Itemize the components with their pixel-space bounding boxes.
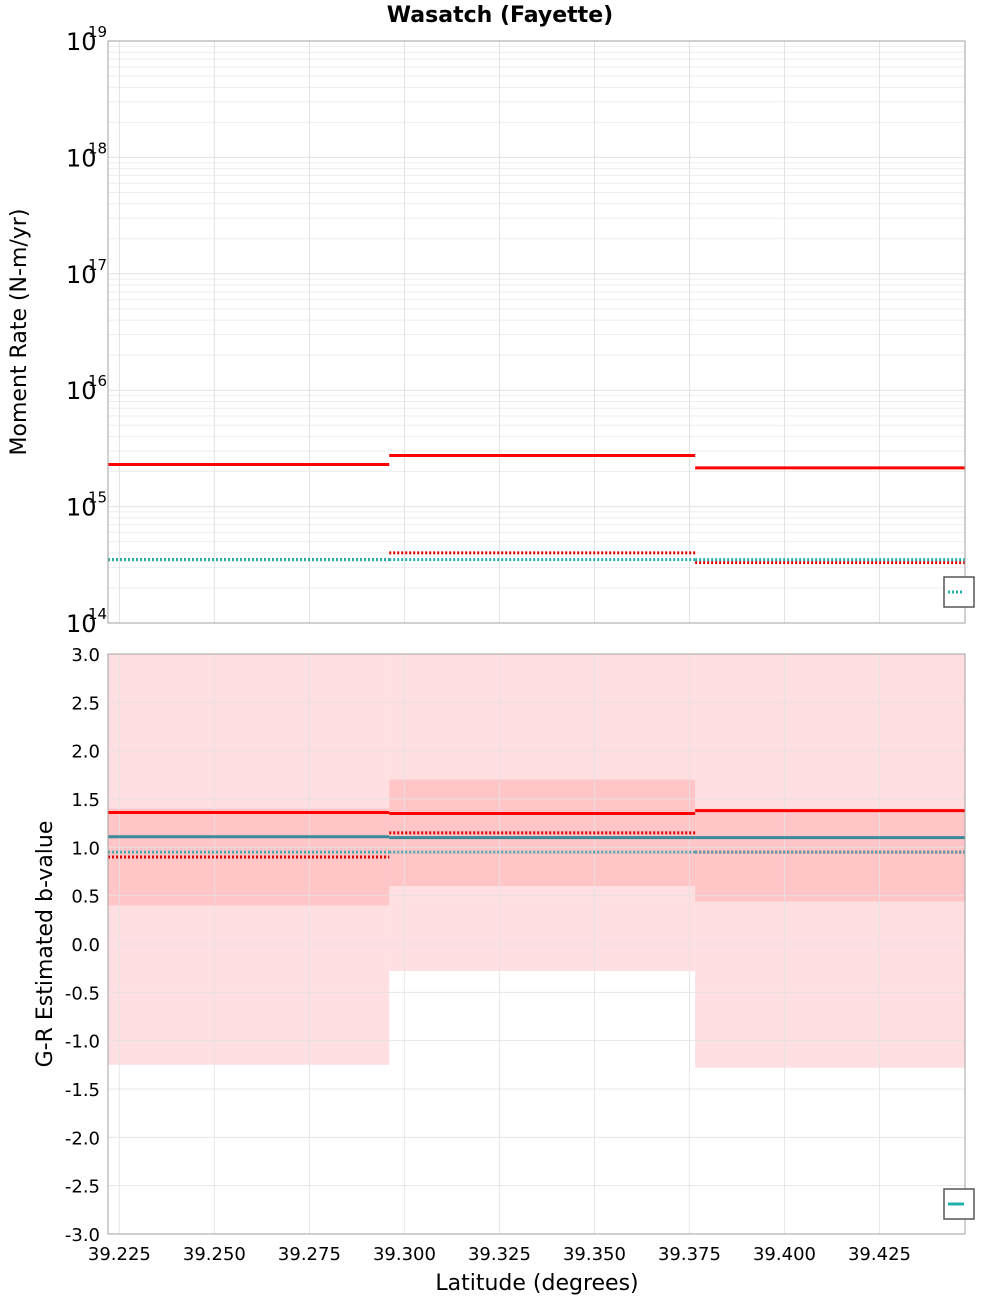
inner-range-band <box>695 808 965 902</box>
bottom-y-tick-label: -3.0 <box>65 1225 100 1246</box>
top-y-tick-exponent: 15 <box>88 489 107 507</box>
bottom-y-tick-label: -1.5 <box>65 1080 100 1101</box>
x-tick-label: 39.375 <box>658 1244 721 1265</box>
bottom-y-tick-label: 0.0 <box>71 935 100 956</box>
x-tick-label: 39.250 <box>183 1244 246 1265</box>
x-tick-label: 39.225 <box>88 1244 151 1265</box>
bottom-y-axis-label: G-R Estimated b-value <box>33 821 58 1068</box>
x-tick-label: 39.300 <box>373 1244 436 1265</box>
top-y-tick-exponent: 14 <box>88 605 107 623</box>
top-y-tick-label: 10 <box>66 144 97 172</box>
top-y-tick-exponent: 19 <box>88 23 107 41</box>
x-tick-label: 39.275 <box>278 1244 341 1265</box>
top-y-tick-exponent: 18 <box>88 139 107 157</box>
top-y-tick-exponent: 17 <box>88 256 107 274</box>
bottom-y-tick-label: -1.0 <box>65 1032 100 1053</box>
bottom-y-tick-label: -0.5 <box>65 983 100 1004</box>
top-plot-background <box>108 41 965 623</box>
bottom-y-tick-label: 0.5 <box>71 887 100 908</box>
top-y-tick-label: 10 <box>66 28 97 56</box>
top-y-tick-label: 10 <box>66 261 97 289</box>
bottom-y-tick-label: -2.5 <box>65 1177 100 1198</box>
top-y-tick-label: 10 <box>66 377 97 405</box>
bottom-plot: 3.0 2.5 2.0 1.5 1.0 0.5 0.0 -0.5 -1.0 -1.5 -2.0 -2.… <box>65 645 975 1265</box>
top-plot-frame <box>107 40 966 624</box>
top-y-tick-exponent: 16 <box>88 372 107 390</box>
bottom-y-tick-label: 1.0 <box>71 838 100 859</box>
top-y-axis-label: Moment Rate (N-m/yr) <box>7 209 32 456</box>
bottom-y-tick-label: 1.5 <box>71 790 100 811</box>
bottom-plot-frame <box>107 653 966 1235</box>
x-axis-label: Latitude (degrees) <box>435 1271 638 1296</box>
x-tick-label: 39.400 <box>753 1244 816 1265</box>
top-legend-box <box>943 576 975 608</box>
bottom-y-tick-label: 2.0 <box>71 742 100 763</box>
x-tick-label: 39.425 <box>848 1244 911 1265</box>
chart-title: Wasatch (Fayette) <box>387 3 613 28</box>
bottom-y-tick-label: 2.5 <box>71 693 100 714</box>
x-tick-label: 39.350 <box>563 1244 626 1265</box>
x-tick-label: 39.325 <box>468 1244 531 1265</box>
bottom-y-tick-label: 3.0 <box>71 645 100 666</box>
top-y-tick-label: 10 <box>66 610 97 638</box>
top-y-tick-label: 10 <box>66 494 97 522</box>
bottom-y-tick-label: -2.0 <box>65 1128 100 1149</box>
